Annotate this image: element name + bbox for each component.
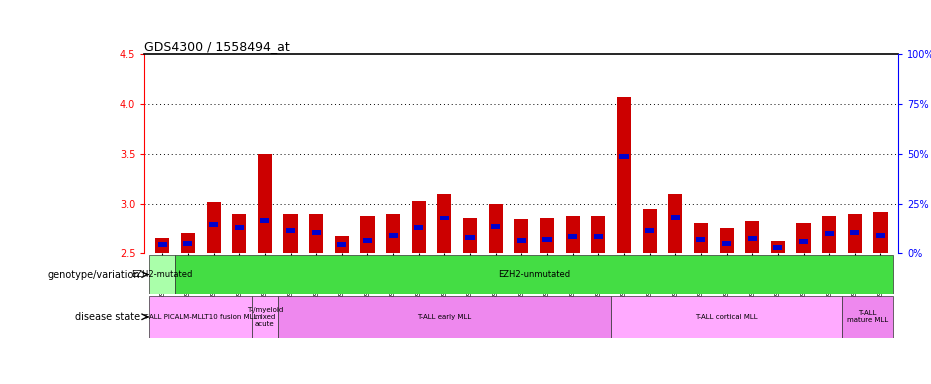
- Bar: [876, 233, 885, 238]
- Bar: [617, 97, 631, 253]
- Bar: [489, 204, 503, 253]
- Bar: [335, 237, 349, 253]
- Bar: [842, 296, 893, 338]
- Bar: [540, 218, 554, 253]
- Bar: [466, 235, 475, 240]
- Bar: [825, 232, 834, 237]
- Bar: [543, 237, 551, 242]
- Bar: [642, 209, 656, 253]
- Bar: [566, 215, 580, 253]
- Text: T-ALL PICALM-MLLT10 fusion MLL: T-ALL PICALM-MLLT10 fusion MLL: [143, 314, 258, 320]
- Text: T-ALL
mature MLL: T-ALL mature MLL: [847, 310, 888, 323]
- Bar: [155, 238, 169, 253]
- Bar: [668, 194, 682, 253]
- Bar: [591, 215, 605, 253]
- Bar: [517, 238, 526, 243]
- Bar: [568, 234, 577, 239]
- Bar: [439, 215, 449, 220]
- Bar: [181, 233, 195, 253]
- Bar: [360, 215, 374, 253]
- Text: T-/myeloid
mixed
acute: T-/myeloid mixed acute: [247, 307, 283, 327]
- Bar: [514, 220, 529, 253]
- Bar: [283, 214, 298, 253]
- Bar: [720, 228, 734, 253]
- Bar: [645, 228, 654, 233]
- Bar: [748, 236, 757, 241]
- Bar: [670, 215, 680, 220]
- Text: T-ALL cortical MLL: T-ALL cortical MLL: [695, 314, 758, 320]
- Bar: [771, 242, 785, 253]
- Bar: [363, 238, 372, 243]
- Bar: [252, 296, 277, 338]
- Bar: [150, 255, 175, 294]
- Bar: [209, 222, 218, 227]
- Bar: [232, 214, 247, 253]
- Bar: [277, 296, 611, 338]
- Bar: [492, 225, 500, 230]
- Bar: [799, 239, 808, 244]
- Bar: [745, 222, 760, 253]
- Text: genotype/variation: genotype/variation: [47, 270, 140, 280]
- Bar: [258, 154, 272, 253]
- Bar: [873, 212, 887, 253]
- Bar: [157, 242, 167, 247]
- Text: EZH2-unmutated: EZH2-unmutated: [498, 270, 571, 279]
- Bar: [183, 242, 193, 247]
- Bar: [796, 223, 811, 253]
- Text: disease state: disease state: [74, 312, 140, 322]
- Bar: [207, 202, 221, 253]
- Bar: [822, 215, 836, 253]
- Bar: [150, 296, 252, 338]
- Bar: [386, 214, 400, 253]
- Bar: [694, 223, 708, 253]
- Bar: [848, 214, 862, 253]
- Bar: [309, 214, 323, 253]
- Bar: [722, 242, 731, 247]
- Text: T-ALL early MLL: T-ALL early MLL: [417, 314, 471, 320]
- Bar: [611, 296, 842, 338]
- Bar: [774, 245, 782, 250]
- Bar: [312, 230, 321, 235]
- Bar: [388, 233, 398, 238]
- Bar: [235, 225, 244, 230]
- Bar: [438, 194, 452, 253]
- Bar: [594, 234, 603, 239]
- Text: GDS4300 / 1558494_at: GDS4300 / 1558494_at: [144, 40, 290, 53]
- Bar: [696, 237, 706, 242]
- Bar: [619, 154, 628, 159]
- Bar: [414, 225, 424, 230]
- Text: EZH2-mutated: EZH2-mutated: [131, 270, 193, 279]
- Bar: [337, 242, 346, 247]
- Bar: [850, 230, 859, 235]
- Bar: [463, 218, 477, 253]
- Bar: [286, 228, 295, 233]
- Bar: [412, 200, 425, 253]
- Bar: [261, 218, 269, 223]
